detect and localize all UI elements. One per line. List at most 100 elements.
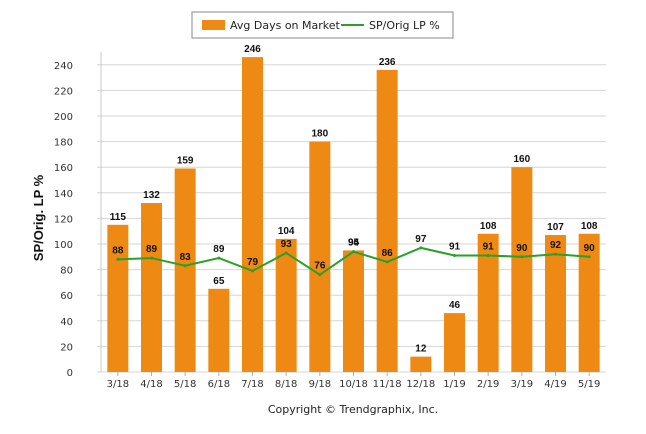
y-axis: 0 20 40 60 80 100 120 140 160 180 200 220 240 (54, 61, 73, 379)
line-value-label: 92 (550, 240, 562, 251)
y-tick-label: 60 (60, 291, 73, 302)
line-point (352, 250, 355, 254)
x-tick-label: 12/18 (406, 379, 435, 390)
x-tick-label: 4/18 (140, 379, 162, 390)
x-tick-label: 11/18 (373, 379, 402, 390)
line-value-label: 94 (348, 238, 360, 249)
line-value-label: 90 (584, 243, 596, 254)
bar-6/18 (208, 288, 230, 372)
line-point (116, 257, 120, 261)
bars (107, 57, 600, 373)
line-value-label: 79 (247, 257, 259, 268)
x-tick-label: 8/18 (275, 379, 297, 390)
legend-swatch-bar (202, 20, 225, 30)
legend[interactable]: Avg Days on Market SP/Orig LP % (191, 11, 454, 39)
y-tick-label: 200 (54, 112, 73, 123)
bar-value-label: 160 (513, 154, 530, 165)
y-tick-label: 80 (60, 266, 73, 277)
bar-1/19 (444, 313, 465, 372)
line-value-label: 88 (112, 245, 124, 256)
x-axis: 3/18 4/18 5/18 6/18 7/18 8/18 9/18 10/18 11/18 12… (107, 372, 600, 390)
line-point (385, 260, 389, 264)
line-point (217, 256, 221, 260)
line-value-label: 97 (415, 234, 427, 245)
bar-value-label: 104 (278, 226, 295, 237)
bar-4/18 (141, 203, 162, 372)
line-value-label: 76 (314, 261, 326, 272)
x-tick-label: 5/18 (174, 379, 196, 390)
line-value-label: 83 (180, 252, 192, 263)
y-tick-label: 40 (60, 317, 73, 328)
line-point (587, 255, 591, 259)
bar-value-label: 95 (348, 237, 360, 248)
bar-value-label: 107 (547, 222, 564, 233)
line-value-label: 86 (382, 248, 394, 259)
bar-value-label: 115 (110, 212, 127, 223)
line-point (284, 251, 288, 255)
y-tick-label: 20 (60, 342, 73, 353)
x-tick-label: 2/19 (477, 379, 499, 390)
y-tick-label: 100 (54, 240, 73, 251)
bar-10/18 (343, 250, 364, 372)
line-value-label: 89 (146, 244, 158, 255)
bar-value-label: 246 (244, 44, 261, 55)
bar-value-label: 46 (449, 300, 461, 311)
bar-value-label: 236 (379, 57, 396, 68)
bar-12/18 (410, 356, 432, 372)
line-point (554, 252, 557, 256)
x-tick-label: 10/18 (339, 379, 368, 390)
bar-3/18 (107, 224, 129, 372)
bar-value-label: 65 (213, 276, 225, 287)
line-value-label: 91 (449, 242, 461, 253)
line-point (453, 254, 456, 258)
legend-label-line: SP/Orig LP % (369, 19, 440, 32)
x-tick-label: 5/19 (578, 379, 600, 390)
line-point (183, 264, 187, 268)
line-series (116, 246, 591, 277)
x-tick-label: 3/19 (511, 379, 533, 390)
y-tick-label: 160 (54, 163, 73, 174)
x-tick-label: 7/18 (241, 379, 263, 390)
line-value-label: 90 (516, 243, 528, 254)
bar-value-label: 132 (143, 190, 160, 201)
y-tick-label: 220 (54, 86, 73, 97)
bar-8/18 (275, 238, 297, 372)
line-point (251, 269, 254, 273)
y-tick-label: 0 (67, 368, 73, 379)
x-tick-label: 4/19 (544, 379, 566, 390)
bar-value-label: 180 (311, 129, 328, 140)
line-point (318, 273, 322, 277)
bar-7/18 (242, 57, 263, 373)
bar-5/19 (578, 233, 600, 372)
x-tick-label: 6/18 (208, 379, 230, 390)
bar-3/19 (511, 167, 533, 372)
bar-9/18 (309, 141, 331, 372)
line-value-label: 93 (281, 239, 293, 250)
bar-value-label: 108 (581, 221, 598, 232)
bar-11/18 (376, 69, 398, 373)
line-value-label: 91 (483, 242, 495, 253)
line-point (150, 256, 153, 260)
y-tick-label: 240 (54, 61, 73, 72)
line-value-label: 89 (213, 244, 225, 255)
x-tick-label: 3/18 (107, 379, 129, 390)
copyright-footer: Copyright © Trendgraphix, Inc. (268, 403, 438, 416)
legend-label-bar: Avg Days on Market (230, 19, 341, 32)
y-axis-title: SP/Orig. LP % (31, 174, 46, 261)
line-point (486, 254, 490, 258)
bar-2/19 (477, 233, 499, 372)
y-tick-label: 180 (54, 138, 73, 149)
bar-value-label: 108 (480, 221, 497, 232)
data-labels: 115 132 159 65 246 104 180 95 236 12 46 108 160 107 10… (110, 44, 598, 355)
bar-5/18 (174, 168, 196, 372)
bar-4/19 (545, 235, 566, 372)
x-tick-label: 1/19 (443, 379, 465, 390)
bar-value-label: 159 (177, 155, 194, 166)
line-point (419, 246, 423, 250)
line-point (520, 255, 524, 259)
bar-value-label: 12 (415, 344, 427, 355)
x-tick-label: 9/18 (309, 379, 331, 390)
y-tick-label: 120 (54, 214, 73, 225)
y-tick-label: 140 (54, 189, 73, 200)
